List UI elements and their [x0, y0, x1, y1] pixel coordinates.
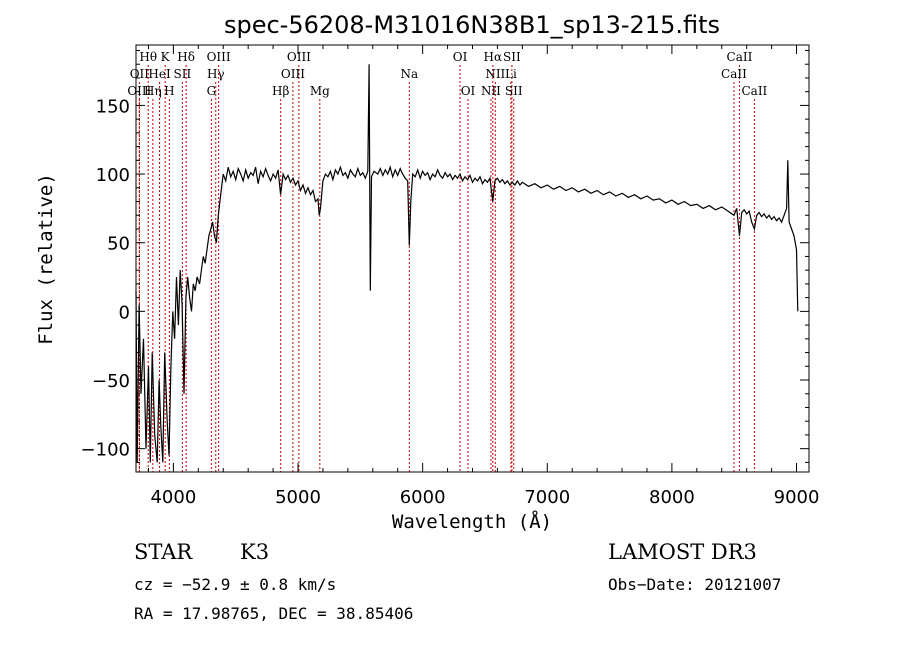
- obs-date: Obs−Date: 20121007: [608, 575, 781, 594]
- spectral-line-label: SII: [503, 50, 521, 64]
- y-tick-label: 50: [107, 234, 130, 255]
- spectral-line-markers: [138, 65, 755, 472]
- spectral-line-label: NII: [485, 67, 505, 81]
- y-tick-label: 0: [119, 302, 130, 323]
- y-axis-label: Flux (relative): [35, 173, 57, 345]
- spectral-line-label: Hθ: [139, 50, 157, 64]
- x-axis-label: Wavelength (Å): [392, 510, 552, 533]
- spectral-line-label: Hγ: [207, 67, 225, 81]
- spectral-line-label: CaII: [727, 50, 753, 64]
- spectral-line-label: CaII: [721, 67, 747, 81]
- spectral-line-label: Mg: [310, 84, 330, 98]
- spectral-line-label: Li: [505, 67, 517, 81]
- spectral-line-label: Hβ: [272, 84, 289, 98]
- spectral-line-label: OI: [453, 50, 468, 64]
- spectrum-line: [135, 64, 799, 463]
- spectral-line-label: HeI: [148, 67, 171, 81]
- spectral-line-label: OIII: [127, 84, 151, 98]
- spectral-line-label: Na: [400, 67, 418, 81]
- y-tick-label: 150: [96, 96, 130, 117]
- spectral-line-label: CaII: [741, 84, 767, 98]
- x-tick-label: 8000: [649, 487, 695, 508]
- x-tick-label: 5000: [275, 487, 321, 508]
- plot-frame: [135, 44, 810, 473]
- redshift-info: cz = −52.9 ± 0.8 km/s: [134, 575, 336, 594]
- spectral-line-label: OIII: [287, 50, 311, 64]
- y-tick-label: 100: [96, 165, 130, 186]
- spectral-line-label: SII: [505, 84, 523, 98]
- x-tick-label: 6000: [400, 487, 446, 508]
- spectral-line-label: OI: [461, 84, 476, 98]
- chart-title: spec-56208-M31016N38B1_sp13-215.fits: [224, 11, 720, 39]
- spectral-line-label: G: [207, 84, 217, 98]
- spectral-line-label: H: [164, 84, 174, 98]
- spectral-line-label: Hη: [144, 84, 162, 98]
- x-tick-label: 4000: [150, 487, 196, 508]
- spectral-line-label: OIII: [207, 50, 231, 64]
- y-tick-label: −100: [81, 440, 130, 461]
- x-tick-label: 7000: [524, 487, 570, 508]
- y-tick-label: −50: [92, 371, 130, 392]
- spectral-line-label: Hα: [484, 50, 503, 64]
- spectral-line-label: K: [161, 50, 171, 64]
- spectral-line-label: OIII: [281, 67, 305, 81]
- spectral-line-label: NII: [481, 84, 501, 98]
- object-class: STAR: [134, 540, 193, 564]
- survey-label: LAMOST DR3: [608, 540, 757, 564]
- spectral-line-label: SII: [174, 67, 192, 81]
- spectral-line-label: Hδ: [177, 50, 195, 64]
- coordinates: RA = 17.98765, DEC = 38.85406: [134, 604, 413, 623]
- spectral-line-label: OII: [130, 67, 150, 81]
- x-tick-label: 9000: [774, 487, 820, 508]
- object-subclass: K3: [240, 540, 269, 564]
- axis-ticks: 4000 5000 6000 7000 8000 9000 −100 −50 0 50 100 150: [81, 45, 820, 508]
